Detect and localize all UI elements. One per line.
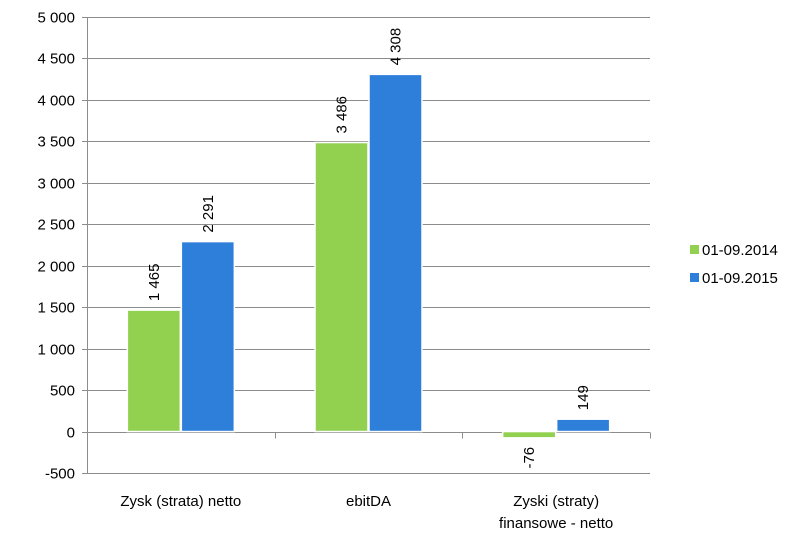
x-category-label: ebitDA [346, 493, 391, 510]
y-tick-label: 4 000 [37, 93, 75, 110]
y-tick-label: 3 000 [37, 176, 75, 193]
data-label: -76 [521, 447, 538, 469]
data-label: 2 291 [200, 195, 217, 233]
bar [501, 430, 557, 439]
bar [314, 141, 369, 433]
y-tick-label: 0 [67, 425, 75, 442]
x-category-label: Zysk (strata) netto [120, 493, 241, 510]
legend-swatch [690, 273, 699, 282]
legend-label: 01-09.2015 [702, 270, 778, 287]
legend-swatch [690, 245, 699, 254]
bar-layer [126, 73, 611, 439]
data-label: 1 465 [146, 264, 163, 302]
x-category-label: finansowe - netto [499, 515, 613, 532]
label-layer: 1 465 3 486 -76 2 291 4 308 149 [146, 28, 592, 469]
y-tick-label: 2 000 [37, 259, 75, 276]
legend: 01-09.2014 01-09.2015 [690, 242, 778, 287]
data-label: 149 [575, 385, 592, 410]
y-tick-label: 5 000 [37, 10, 75, 27]
y-tick-label: 4 500 [37, 51, 75, 68]
bar [180, 240, 236, 433]
bar [126, 309, 182, 433]
y-tick-label: -500 [45, 466, 75, 483]
y-tick-label: 500 [50, 383, 75, 400]
y-tick-label: 2 500 [37, 217, 75, 234]
axis-layer: -500 0 500 1 000 1 500 2 000 2 500 3 000 3 500 4 … [37, 10, 651, 532]
data-label: 3 486 [334, 96, 351, 134]
x-category-label: Zyski (straty) [513, 493, 599, 510]
y-tick-label: 1 500 [37, 300, 75, 317]
bar [368, 73, 423, 433]
legend-label: 01-09.2014 [702, 242, 778, 259]
bar [555, 418, 611, 433]
y-tick-label: 3 500 [37, 134, 75, 151]
y-tick-label: 1 000 [37, 342, 75, 359]
data-label: 4 308 [388, 28, 405, 66]
